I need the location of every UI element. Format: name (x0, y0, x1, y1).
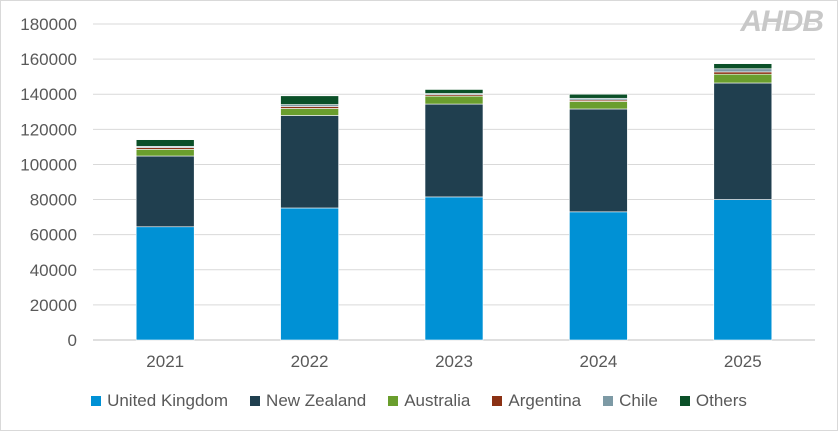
bar-segment-chile (713, 68, 773, 73)
legend-item: Chile (603, 391, 658, 411)
y-tick-label: 120000 (20, 120, 77, 139)
bar-segment-new-zealand (569, 108, 628, 213)
legend-label: Chile (619, 391, 658, 410)
legend-item: Argentina (492, 391, 581, 411)
bar-segment-australia (424, 95, 484, 105)
x-tick-label: 2024 (579, 352, 617, 371)
bar-segment-others (569, 93, 628, 99)
legend-label: United Kingdom (107, 391, 229, 410)
legend-label: Australia (404, 391, 471, 410)
bar-segment-argentina (713, 71, 773, 75)
legend-label: Others (695, 391, 747, 410)
bar-segment-united-kingdom (135, 226, 195, 341)
bar-segment-others (424, 89, 484, 94)
y-tick-label: 0 (68, 331, 77, 350)
x-tick-label: 2021 (146, 352, 184, 371)
bar-segment-new-zealand (713, 82, 773, 200)
legend-swatch (388, 396, 399, 406)
legend-item: Australia (388, 391, 470, 411)
bar-segment-australia (569, 101, 628, 110)
bar-segment-new-zealand (280, 115, 339, 209)
legend: United Kingdom New Zealand Australia Argent… (1, 391, 837, 411)
bar-segment-others (280, 95, 339, 105)
legend-label: New Zealand (266, 391, 367, 410)
legend-item: Others (679, 391, 747, 411)
legend-item: New Zealand (250, 391, 366, 411)
legend-swatch (679, 396, 690, 406)
bar-segment-new-zealand (135, 155, 195, 228)
bar-segment-others (713, 63, 773, 70)
legend-swatch (603, 396, 614, 406)
bar-segment-australia (713, 73, 773, 84)
y-tick-label: 180000 (20, 15, 77, 34)
y-tick-label: 100000 (20, 155, 77, 174)
bar-segment-united-kingdom (713, 199, 773, 341)
ahdb-logo: AHDB (740, 5, 824, 38)
bar-segment-united-kingdom (280, 207, 339, 341)
legend-swatch (492, 396, 503, 406)
bar-segment-others (135, 139, 195, 147)
y-tick-label: 160000 (20, 50, 77, 69)
y-tick-label: 20000 (30, 296, 77, 315)
y-tick-label: 140000 (20, 85, 77, 104)
legend-swatch (250, 396, 261, 406)
y-tick-label: 60000 (30, 226, 77, 245)
legend-item: United Kingdom (91, 391, 228, 411)
x-tick-label: 2022 (291, 352, 329, 371)
stacked-bar-chart: 0 20000 40000 60000 80000 100000 120000 140000 1… (20, 15, 815, 371)
y-tick-label: 80000 (30, 191, 77, 210)
legend-label: Argentina (508, 391, 582, 410)
bar-segment-australia (280, 108, 339, 116)
bar-segment-united-kingdom (569, 211, 628, 341)
y-tick-label: 40000 (30, 261, 77, 280)
bar-segment-united-kingdom (424, 196, 484, 341)
bar-segment-new-zealand (424, 103, 484, 198)
legend-swatch (91, 396, 102, 406)
bar-segment-australia (135, 149, 195, 157)
x-tick-label: 2023 (435, 352, 473, 371)
x-tick-label: 2025 (724, 352, 762, 371)
